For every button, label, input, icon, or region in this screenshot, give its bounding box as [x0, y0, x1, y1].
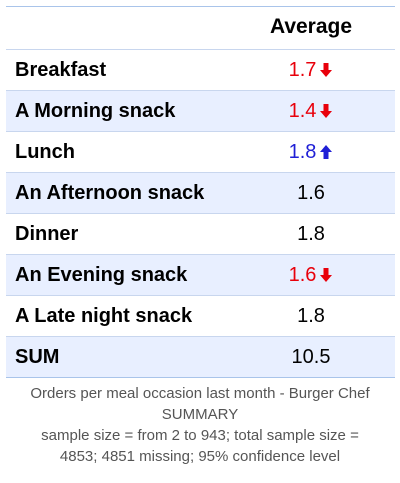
row-value-cell: 1.8	[240, 223, 382, 246]
column-header-average: Average	[269, 15, 353, 38]
row-value-cell: 10.5	[240, 346, 382, 369]
row-value: 1.8	[297, 223, 325, 245]
table-row: Breakfast 1.7	[6, 49, 395, 90]
table-body: Breakfast 1.7 A Morning snack 1.4 Lunch 1.8 An…	[6, 49, 395, 378]
row-label: An Evening snack	[15, 264, 188, 286]
row-value: 1.8	[297, 305, 325, 327]
table-row: An Afternoon snack 1.6	[6, 172, 395, 213]
row-value: 1.8	[288, 141, 317, 163]
caption-line-3: sample size = from 2 to 943; total sampl…	[41, 427, 359, 444]
row-label: Lunch	[15, 141, 75, 163]
row-value-cell: 1.8	[240, 305, 382, 328]
row-value-cell: 1.8	[240, 141, 382, 164]
arrow-down-icon	[320, 268, 333, 282]
row-value-cell: 1.4	[240, 100, 382, 123]
row-value-cell: 1.7	[240, 59, 382, 82]
row-label: A Morning snack	[15, 100, 176, 122]
table-row: Lunch 1.8	[6, 131, 395, 172]
row-value-cell: 1.6	[240, 182, 382, 205]
row-value-cell: 1.6	[240, 264, 382, 287]
arrow-down-icon	[320, 63, 333, 77]
row-label: An Afternoon snack	[15, 182, 205, 204]
arrow-up-icon	[320, 145, 333, 159]
table-row: A Late night snack 1.8	[6, 295, 395, 336]
caption-line-2: SUMMARY	[161, 406, 239, 423]
row-label: Breakfast	[15, 59, 107, 81]
row-label: Dinner	[15, 223, 79, 245]
row-value: 10.5	[291, 346, 331, 368]
row-label: SUM	[15, 346, 60, 368]
caption-line-4: 4853; 4851 missing; 95% confidence level	[59, 448, 341, 465]
row-value: 1.6	[297, 182, 325, 204]
table-row: Dinner 1.8	[6, 213, 395, 254]
row-value: 1.6	[288, 264, 317, 286]
caption-line-1: Orders per meal occasion last month - Bu…	[30, 385, 370, 402]
chart-caption: Orders per meal occasion last month - Bu…	[0, 383, 400, 467]
table-row: An Evening snack 1.6	[6, 254, 395, 295]
arrow-down-icon	[320, 104, 333, 118]
summary-table: Average Breakfast 1.7 A Morning snack 1.4 Lu…	[6, 6, 395, 378]
row-value: 1.7	[288, 59, 317, 81]
table-row: A Morning snack 1.4	[6, 90, 395, 131]
row-value: 1.4	[288, 100, 317, 122]
table-header: Average	[6, 7, 395, 49]
row-label: A Late night snack	[15, 305, 193, 327]
table-row: SUM 10.5	[6, 336, 395, 378]
